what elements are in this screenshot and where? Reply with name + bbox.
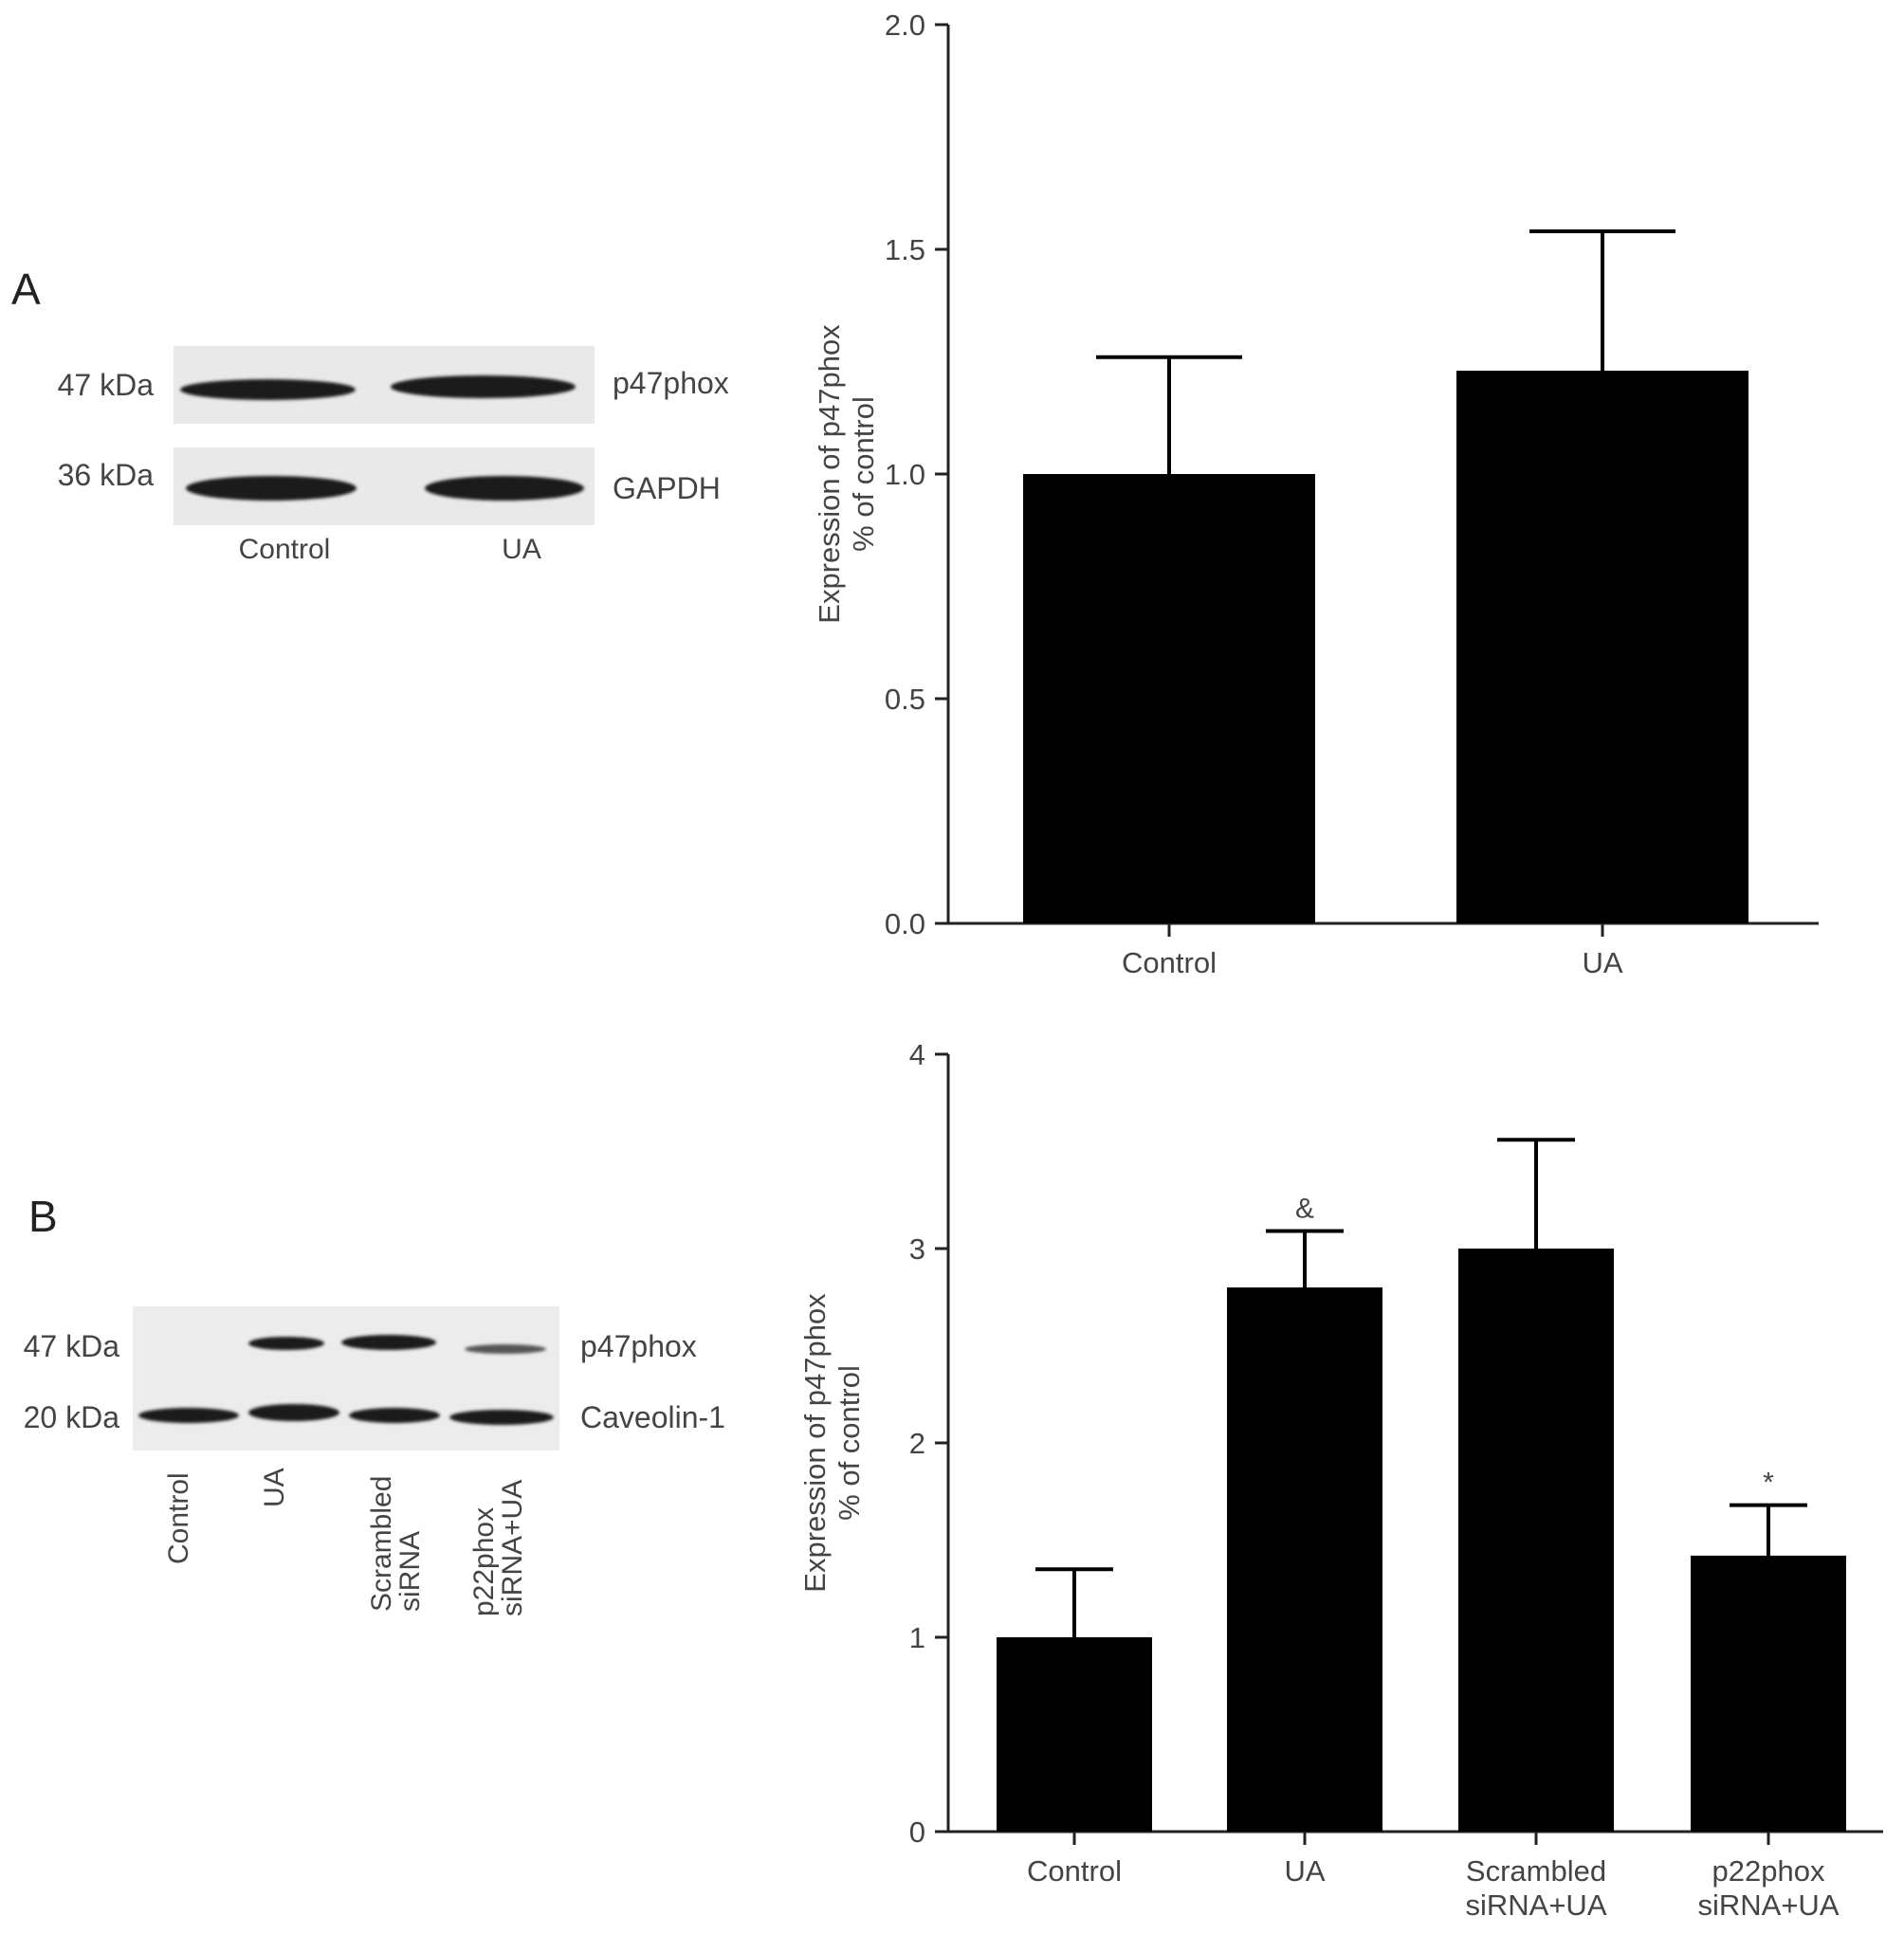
chart-b-y-tick-label: 2 (909, 1427, 925, 1460)
chart-b-bar (1458, 1249, 1614, 1832)
chart-b-x-tick-label: UA (1284, 1854, 1325, 1888)
chart-a: 0.0 0.5 1.0 1.5 2.0 Expression of p47phox% of… (813, 9, 1819, 979)
blot-a-lane-label: UA (502, 534, 541, 565)
chart-b-y-tick-label: 1 (909, 1621, 925, 1654)
blot-b-band-p47-p22phox (465, 1344, 546, 1354)
blot-b-mw-label: 47 kDa (23, 1329, 119, 1363)
blot-a-protein-label: GAPDH (613, 471, 721, 505)
chart-b-x-tick-label: Scrambled siRNA+UA (1465, 1854, 1606, 1922)
chart-b-bar (1227, 1287, 1382, 1832)
blot-a-band-p47-ua (391, 375, 576, 398)
blot-a-protein-label: p47phox (613, 366, 729, 400)
blot-a-band-p47-control (180, 379, 356, 400)
blot-b-band-cav-p22phox (449, 1410, 554, 1425)
chart-a-y-tick-label: 1.5 (885, 233, 925, 266)
panel-a-letter: A (11, 265, 41, 314)
chart-a-bar (1456, 370, 1748, 924)
blot-a-band-gapdh-control (186, 476, 357, 501)
chart-a-x-tick-label: UA (1582, 946, 1622, 979)
blot-a-mw-label: 36 kDa (57, 458, 154, 492)
blot-b-band-cav-scrambled (349, 1408, 440, 1423)
chart-b-bar (1691, 1555, 1846, 1832)
chart-a-y-tick-label: 0.0 (885, 907, 925, 940)
panel-b-letter: B (28, 1192, 58, 1241)
blot-b-mw-label: 20 kDa (23, 1400, 119, 1434)
blot-a-band-gapdh-ua (425, 476, 584, 501)
chart-b-x-tick-label: p22phox siRNA+UA (1697, 1854, 1839, 1922)
blot-a-mw-label: 47 kDa (57, 368, 154, 402)
chart-a-y-tick-label: 1.0 (885, 458, 925, 491)
chart-a-x-tick-label: Control (1122, 946, 1217, 979)
chart-b-significance-mark: & (1295, 1194, 1314, 1225)
chart-b-y-tick-label: 4 (909, 1038, 925, 1071)
chart-b-y-tick-label: 0 (909, 1815, 925, 1849)
blot-b-band-p47-ua (248, 1337, 324, 1350)
blot-a-lane-label: Control (238, 534, 331, 565)
chart-b-significance-mark: * (1763, 1468, 1774, 1499)
chart-a-y-axis-label: Expression of p47phox% of control (813, 324, 880, 624)
blot-b-protein-label: p47phox (580, 1329, 697, 1363)
blot-b-band-cav-control (138, 1408, 239, 1423)
chart-a-bar (1023, 474, 1315, 923)
chart-b-bar (997, 1637, 1152, 1832)
blot-b-membrane (133, 1306, 559, 1450)
blot-b-band-cav-ua (248, 1404, 339, 1421)
chart-a-y-tick-label: 2.0 (885, 9, 925, 42)
chart-b-y-axis-label: Expression of p47phox% of control (798, 1293, 866, 1593)
chart-b-x-tick-label: Control (1027, 1854, 1122, 1888)
blot-b-band-p47-scrambled (341, 1335, 436, 1350)
chart-a-y-tick-label: 0.5 (885, 683, 925, 716)
blot-b-protein-label: Caveolin-1 (580, 1400, 725, 1434)
chart-b-y-tick-label: 3 (909, 1232, 925, 1266)
